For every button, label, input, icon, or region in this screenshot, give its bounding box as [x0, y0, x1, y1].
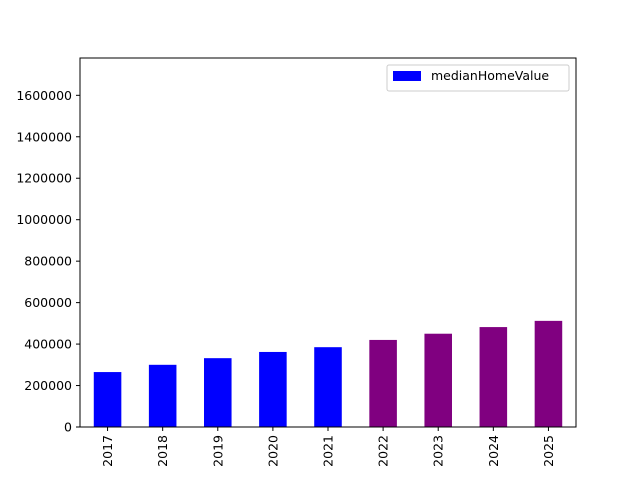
- bar-2025: [534, 320, 563, 427]
- y-tick-label: 1200000: [16, 171, 72, 186]
- x-tick-label: 2022: [376, 435, 391, 467]
- x-tick-label: 2024: [486, 435, 501, 467]
- y-tick-label: 600000: [24, 295, 72, 310]
- x-tick-label: 2023: [431, 435, 446, 467]
- legend-label: medianHomeValue: [431, 68, 549, 83]
- plot-frame: [79, 57, 577, 428]
- x-tick-label: 2021: [321, 435, 336, 467]
- legend-box: [386, 64, 570, 92]
- y-tick-label: 800000: [24, 254, 72, 269]
- y-tick-label: 0: [64, 420, 72, 435]
- x-tick-label: 2019: [210, 435, 225, 467]
- x-tick-label: 2018: [155, 435, 170, 467]
- y-tick-label: 400000: [24, 337, 72, 352]
- x-tick-label: 2020: [265, 435, 280, 467]
- x-tick-label: 2025: [541, 435, 556, 467]
- bar-2020: [259, 351, 287, 427]
- bar-2018: [148, 364, 177, 427]
- x-tick-label: 2017: [100, 435, 115, 467]
- bar-2021: [314, 347, 342, 427]
- legend: medianHomeValue: [386, 64, 570, 92]
- y-tick-label: 1400000: [16, 129, 72, 144]
- bar-2024: [479, 327, 508, 427]
- bar-2017: [93, 372, 122, 427]
- bars-group: [93, 320, 563, 427]
- bar-2022: [369, 339, 397, 427]
- y-tick-label: 1000000: [16, 212, 72, 227]
- y-axis: 0 200000 400000 600000 800000 1000000 1200000 1…: [16, 88, 80, 435]
- bar-2023: [424, 333, 452, 427]
- y-tick-label: 1600000: [16, 88, 72, 103]
- bar-2019: [204, 358, 232, 427]
- y-tick-label: 200000: [24, 378, 72, 393]
- legend-swatch: [393, 71, 421, 81]
- x-axis: 2017 2018 2019 2020 2021 2022 2023 2024 2025: [100, 427, 556, 467]
